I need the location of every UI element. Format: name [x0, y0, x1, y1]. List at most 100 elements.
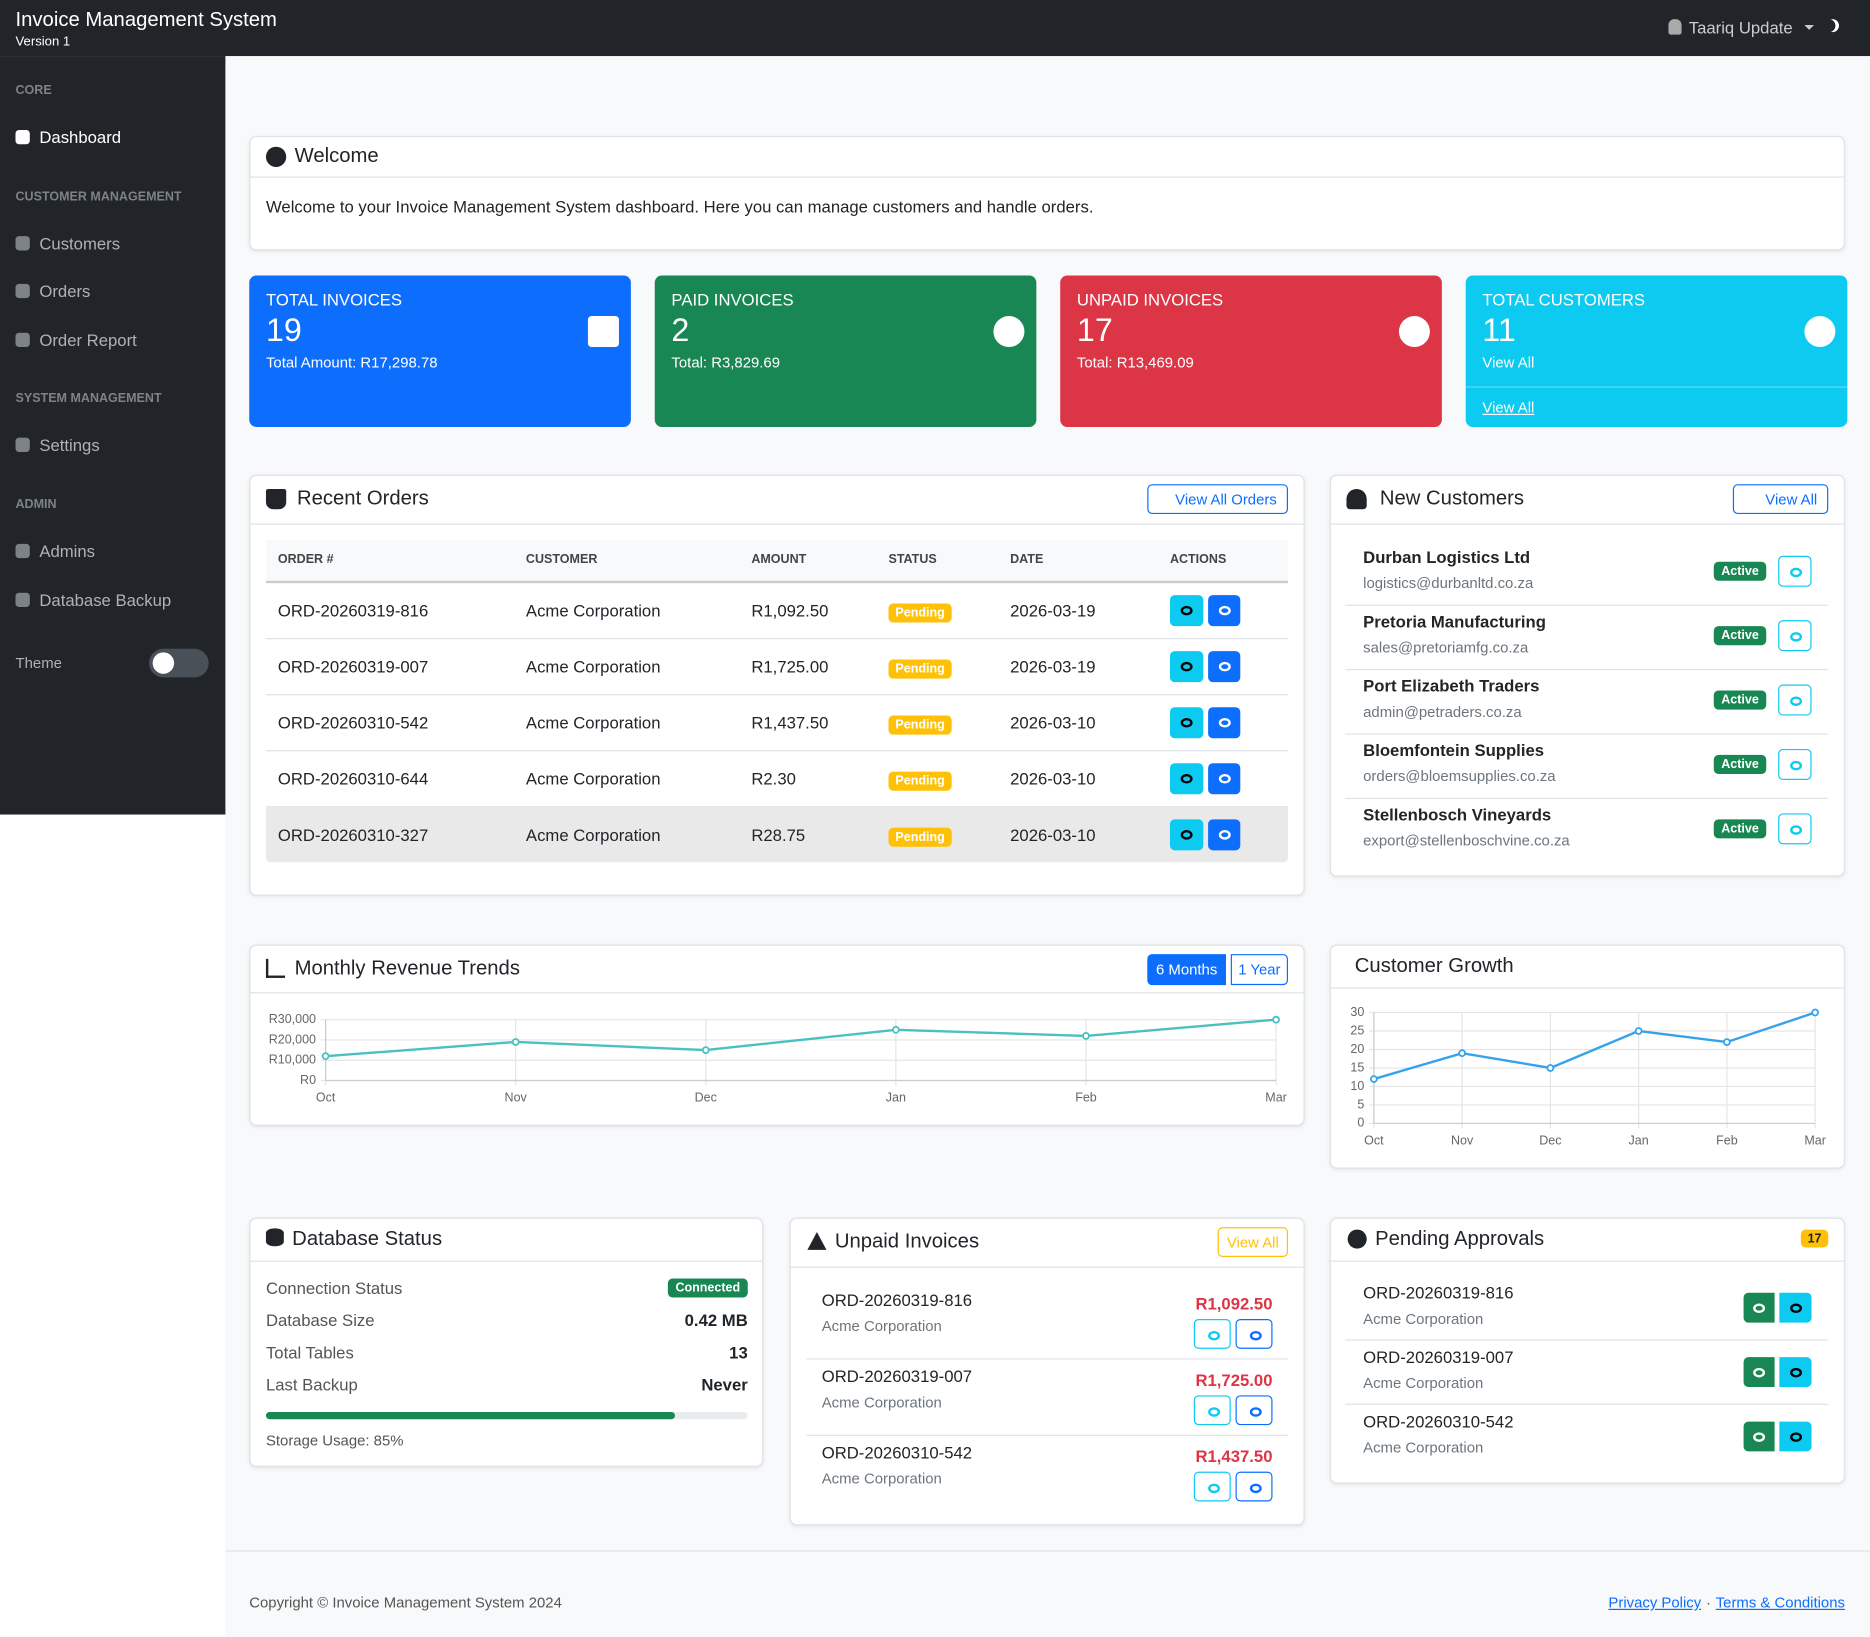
- approve-button[interactable]: [1743, 1357, 1775, 1387]
- icon: [1790, 696, 1803, 707]
- warning-icon: [807, 1231, 827, 1250]
- view-button[interactable]: [1779, 1292, 1812, 1323]
- status-badge: Pending: [888, 603, 952, 623]
- icon: [1789, 1302, 1802, 1313]
- status-badge: Active: [1713, 819, 1767, 839]
- stat-icon: [587, 316, 619, 348]
- row-divider: [806, 1434, 1289, 1436]
- button[interactable]: View All: [1732, 484, 1829, 515]
- edit-button[interactable]: [1235, 1319, 1273, 1349]
- card: [249, 1217, 764, 1467]
- nav-link[interactable]: Settings: [39, 435, 100, 455]
- icon: [265, 1228, 284, 1247]
- edit-button[interactable]: [1208, 651, 1241, 683]
- status-badge: Active: [1713, 690, 1767, 710]
- view-button[interactable]: [1778, 684, 1812, 716]
- theme-toggle[interactable]: [149, 648, 209, 678]
- invoice-customer: Acme Corporation: [821, 1317, 942, 1335]
- button[interactable]: View All Orders: [1147, 484, 1289, 515]
- status-badge: Connected: [667, 1278, 748, 1298]
- icon: [1789, 1431, 1802, 1442]
- invoice-amount: R1,092.50: [1195, 1293, 1273, 1313]
- approval-customer: Acme Corporation: [1363, 1439, 1484, 1457]
- icon: [1218, 830, 1231, 840]
- customer-email: logistics@durbanltd.co.za: [1363, 574, 1534, 592]
- approve-button[interactable]: [1743, 1292, 1775, 1323]
- icon: [1753, 1431, 1766, 1442]
- table-cell: ORD-20260319-816: [277, 600, 429, 621]
- view-button[interactable]: [1779, 1357, 1812, 1387]
- view-button[interactable]: [1169, 763, 1204, 795]
- view-button[interactable]: [1778, 620, 1812, 652]
- icon: [265, 958, 286, 978]
- status-value: 0.42 MB: [684, 1310, 748, 1330]
- icon: [1790, 567, 1803, 578]
- button[interactable]: 6 Months: [1147, 954, 1226, 986]
- approval-number: ORD-20260310-542: [1363, 1411, 1514, 1431]
- nav-link[interactable]: Customers: [39, 233, 121, 253]
- nav-link[interactable]: Order Report: [39, 330, 137, 350]
- customer-name: Durban Logistics Ltd: [1363, 547, 1531, 567]
- theme-icon[interactable]: [1826, 19, 1839, 32]
- top-navbar: [0, 0, 1870, 57]
- table-cell: Acme Corporation: [525, 825, 661, 845]
- approve-button[interactable]: [1743, 1421, 1775, 1452]
- stat-value: 11: [1482, 312, 1516, 349]
- view-button[interactable]: [1778, 555, 1812, 587]
- user-menu[interactable]: Taariq Update: [1688, 17, 1793, 37]
- icon: [1753, 1367, 1766, 1377]
- invoice-number: ORD-20260319-816: [821, 1290, 973, 1310]
- button[interactable]: 1 Year: [1230, 954, 1289, 986]
- sidebar-heading: CUSTOMER MANAGEMENT: [15, 189, 182, 205]
- view-button[interactable]: [1778, 748, 1812, 780]
- table-cell: Acme Corporation: [525, 656, 661, 677]
- table-cell: ORD-20260319-007: [277, 656, 429, 677]
- view-button[interactable]: [1169, 651, 1204, 683]
- edit-button[interactable]: [1235, 1471, 1273, 1502]
- footer-link[interactable]: Privacy Policy: [1608, 1594, 1702, 1612]
- stat-card: [1060, 275, 1442, 427]
- icon: [1180, 605, 1193, 616]
- stat-icon: [1398, 316, 1430, 348]
- row-divider: [265, 694, 1289, 696]
- app-title[interactable]: Invoice Management System: [15, 8, 277, 31]
- view-button[interactable]: [1193, 1395, 1231, 1426]
- nav-link[interactable]: Dashboard: [39, 127, 122, 147]
- nav-link[interactable]: Admins: [39, 541, 96, 561]
- table-head-border: [265, 580, 1289, 584]
- card-divider: [250, 992, 1304, 994]
- edit-button[interactable]: [1208, 707, 1241, 739]
- button[interactable]: View All: [1217, 1227, 1289, 1258]
- nav-link[interactable]: Database Backup: [39, 590, 172, 610]
- edit-button[interactable]: [1208, 595, 1241, 627]
- customer-name: Stellenbosch Vineyards: [1363, 804, 1552, 824]
- card-title: Recent Orders: [296, 486, 429, 510]
- stat-subtitle: Total Amount: R17,298.78: [265, 354, 438, 371]
- footer-link[interactable]: Terms & Conditions: [1715, 1594, 1845, 1612]
- view-button[interactable]: [1169, 595, 1204, 627]
- status-badge: Active: [1713, 626, 1767, 646]
- icon: [1180, 773, 1193, 784]
- edit-button[interactable]: [1208, 763, 1241, 795]
- table-cell: R1,725.00: [751, 656, 829, 677]
- view-button[interactable]: [1193, 1319, 1231, 1349]
- view-button[interactable]: [1778, 813, 1812, 845]
- edit-button[interactable]: [1235, 1395, 1273, 1426]
- nav-link[interactable]: Orders: [39, 281, 91, 301]
- info-icon: [265, 146, 287, 167]
- view-button[interactable]: [1169, 707, 1204, 739]
- stat-value: 17: [1076, 312, 1113, 349]
- card-title: Unpaid Invoices: [834, 1229, 980, 1253]
- view-button[interactable]: [1169, 819, 1204, 851]
- stat-card: [249, 275, 631, 427]
- card: [1329, 474, 1845, 877]
- approval-customer: Acme Corporation: [1363, 1310, 1484, 1328]
- view-button[interactable]: [1193, 1471, 1231, 1502]
- card-divider: [250, 523, 1304, 525]
- customer-name: Pretoria Manufacturing: [1363, 611, 1546, 631]
- table-cell: 2026-03-10: [1010, 713, 1096, 733]
- stat-link[interactable]: View All: [1482, 399, 1535, 417]
- view-button[interactable]: [1779, 1421, 1812, 1452]
- stat-title: PAID INVOICES: [671, 289, 794, 309]
- edit-button[interactable]: [1208, 819, 1241, 851]
